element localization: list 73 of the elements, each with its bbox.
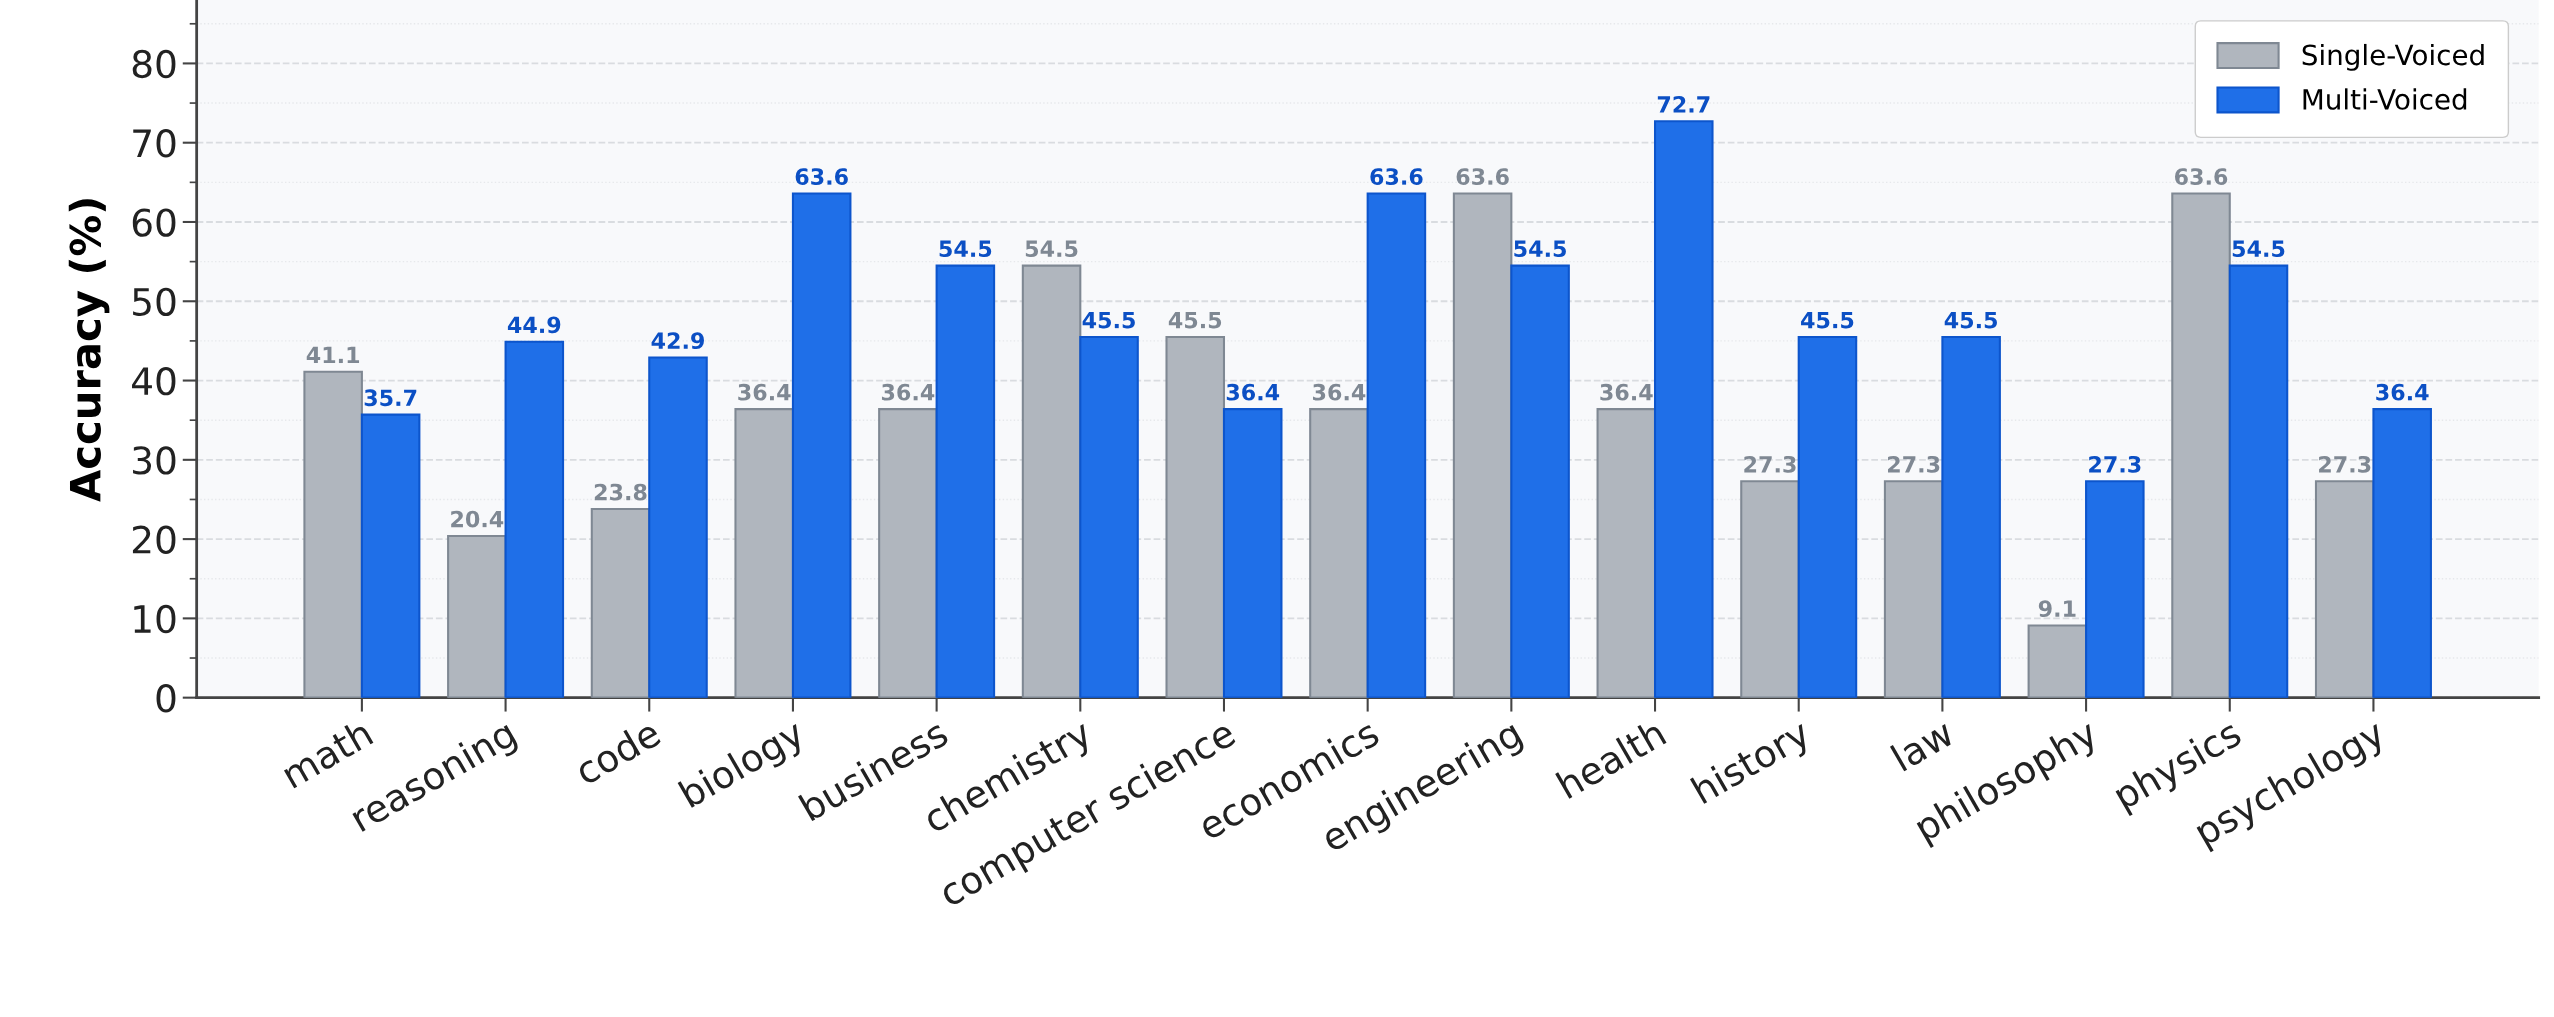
bar: [734, 408, 794, 698]
bar: [1309, 408, 1369, 698]
bar: [2372, 408, 2432, 698]
bar: [935, 264, 996, 698]
bar: [878, 408, 938, 698]
legend-label: Single-Voiced: [2302, 43, 2484, 71]
data-label: 27.3: [2089, 455, 2141, 473]
bar: [1366, 192, 1427, 698]
bar: [2228, 264, 2289, 698]
bar: [2027, 624, 2088, 698]
data-label: 36.4: [1313, 383, 1366, 401]
y-tick-label: 40: [132, 366, 176, 396]
data-label: 20.4: [451, 510, 504, 528]
data-label: 54.5: [1025, 240, 1078, 258]
y-tick-label: 70: [133, 129, 176, 158]
bar: [1079, 335, 1139, 698]
bar: [1165, 335, 1226, 698]
y-tick-label: 20: [132, 525, 176, 554]
data-label: 9.1: [2038, 600, 2076, 618]
data-label: 45.5: [1082, 311, 1135, 329]
data-label: 45.5: [1168, 311, 1222, 329]
data-label: 36.4: [1600, 383, 1653, 401]
data-label: 35.7: [364, 389, 417, 407]
bar: [648, 356, 708, 698]
bar: [1653, 120, 1714, 698]
data-label: 41.1: [306, 346, 360, 364]
bar: [1452, 192, 1513, 698]
data-label: 42.9: [651, 332, 704, 350]
bar: [1596, 408, 1657, 698]
data-label: 44.9: [507, 316, 561, 334]
bar: [504, 340, 565, 698]
data-label: 72.7: [1657, 96, 1710, 113]
y-tick-label: 30: [133, 446, 176, 475]
bar: [791, 192, 852, 698]
data-label: 54.5: [939, 240, 992, 258]
bar: [2085, 480, 2145, 698]
data-label: 36.4: [1226, 383, 1280, 401]
data-label: 27.3: [2319, 455, 2371, 473]
data-label: 54.5: [2232, 240, 2285, 258]
data-label: 63.6: [1456, 168, 1509, 185]
data-label: 45.5: [1944, 311, 1997, 329]
bar: [2314, 480, 2375, 698]
y-axis-title: Accuracy (%): [68, 199, 110, 502]
data-label: 54.5: [1514, 240, 1566, 258]
bar: [1740, 480, 1800, 698]
data-label: 23.8: [594, 483, 647, 501]
y-tick-label: 50: [133, 287, 176, 317]
data-label: 63.6: [2174, 168, 2228, 185]
y-tick-label: 0: [156, 684, 176, 713]
bar: [2171, 192, 2231, 698]
bar: [360, 413, 421, 698]
bar: [1883, 480, 1944, 698]
bar: [1021, 264, 1082, 698]
data-label: 27.3: [1744, 455, 1796, 473]
bar: [590, 507, 651, 698]
bar: [1797, 335, 1858, 698]
y-tick-label: 80: [132, 49, 176, 79]
legend-label: Multi-Voiced: [2303, 88, 2467, 110]
data-label: 36.4: [881, 383, 935, 401]
data-label: 36.4: [738, 383, 791, 401]
data-label: 45.5: [1801, 311, 1854, 329]
bar: [1941, 335, 2001, 698]
data-label: 27.3: [1888, 455, 1940, 473]
bar: [447, 534, 507, 698]
bar: [303, 370, 363, 698]
y-tick-label: 10: [134, 604, 176, 634]
bar: [1222, 408, 1283, 698]
data-label: 63.6: [1370, 168, 1423, 185]
data-label: 36.4: [2376, 383, 2429, 401]
y-tick-label: 60: [132, 208, 176, 237]
data-label: 63.6: [795, 168, 848, 185]
x-tick-label: code: [572, 717, 663, 786]
bar: [1510, 264, 1570, 698]
